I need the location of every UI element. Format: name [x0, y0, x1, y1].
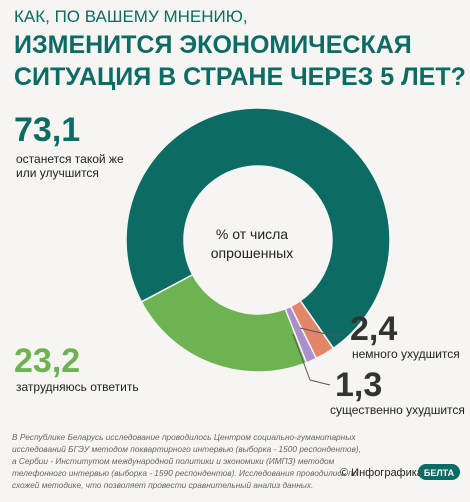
- footnote-line: исследований БГЭУ методом поквартирного …: [12, 444, 361, 454]
- center-label: % от числа опрошенных: [210, 226, 294, 261]
- logo-badge: [418, 464, 460, 480]
- logo: БЕЛТА: [424, 468, 455, 478]
- value-label: 1,3: [335, 366, 383, 404]
- category-label: существенно ухудшится: [330, 403, 465, 417]
- value-label: 23,2: [14, 342, 81, 380]
- title-line: КАК, ПО ВАШЕМУ МНЕНИЮ,: [14, 7, 248, 26]
- leader-line: [292, 333, 331, 386]
- footnote-line: В Республике Беларусь исследование прово…: [12, 432, 356, 442]
- footnote-line: телефонного интервью (выборка - 1590 рес…: [12, 468, 358, 478]
- credit: © Инфографика: [340, 467, 424, 479]
- value-label: 2,4: [350, 310, 398, 348]
- value-label: 73,1: [14, 111, 81, 149]
- category-label: затрудняюсь ответить: [16, 380, 139, 394]
- footnote-line: а Сербии - Институтом международной поли…: [12, 456, 335, 466]
- donut-segment: [125, 107, 391, 350]
- category-label: немного ухудшится: [352, 347, 460, 361]
- leader-line: [299, 327, 345, 336]
- category-label: останется такой же или улучшится: [16, 152, 124, 180]
- footnote-line: схожей методике, что позволяет провести …: [12, 480, 313, 490]
- donut-segment: [140, 273, 308, 373]
- title-line: ИЗМЕНИТСЯ ЭКОНОМИЧЕСКАЯ: [14, 31, 412, 59]
- title-line: СИТУАЦИЯ В СТРАНЕ ЧЕРЕЗ 5 ЛЕТ?: [14, 63, 466, 91]
